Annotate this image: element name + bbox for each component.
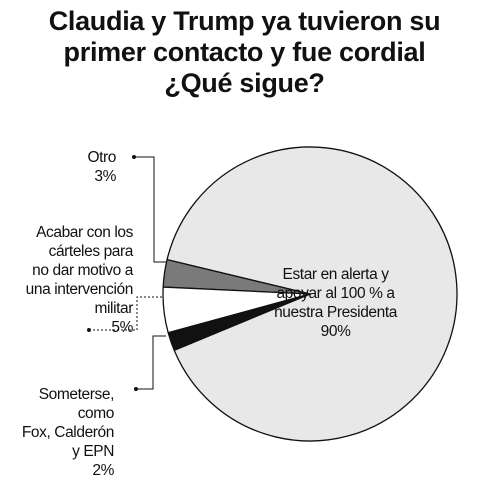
leader-otro-dot <box>132 155 136 159</box>
title-line: primer contacto y fue cordial <box>63 37 426 67</box>
pie-slice-someterse <box>167 293 311 351</box>
label-someterse-text: Someterse, como <box>38 386 115 422</box>
label-main-text: Estar en alerta y <box>282 266 389 283</box>
label-main: Estar en alerta y apoyar al 100 % a nues… <box>274 265 397 341</box>
leader-otro <box>134 156 166 263</box>
label-acabar: Acabar con los cárteles para no dar moti… <box>25 223 134 337</box>
pie-slice-main <box>166 146 458 442</box>
title-line: Claudia y Trump ya tuvieron su <box>48 6 441 36</box>
label-acabar-text: una intervención <box>25 281 134 298</box>
label-otro: Otro 3% <box>87 148 116 186</box>
title-line: ¿Qué sigue? <box>164 68 325 98</box>
label-acabar-text: cárteles para <box>48 243 134 260</box>
label-acabar-text: militar <box>94 300 133 317</box>
label-acabar-text: Acabar con los <box>36 224 133 241</box>
label-otro-value: 3% <box>94 168 116 185</box>
label-main-text: apoyar al 100 % a <box>276 285 395 302</box>
leader-someterse <box>136 335 166 390</box>
label-main-value: 90% <box>320 323 351 340</box>
label-someterse-text: y EPN <box>72 443 114 460</box>
label-otro-text: Otro <box>87 149 116 166</box>
chart-title: Claudia y Trump ya tuvieron su primer co… <box>0 6 489 99</box>
label-acabar-text: no dar motivo a <box>32 262 133 279</box>
leader-acabar-dot <box>87 328 91 332</box>
leader-someterse-dot <box>134 387 138 391</box>
label-someterse-value: 2% <box>92 462 114 479</box>
label-someterse: Someterse, como Fox, Calderón y EPN 2% <box>0 385 115 480</box>
label-main-text: nuestra Presidenta <box>274 304 397 321</box>
label-acabar-value: 5% <box>111 319 133 336</box>
label-someterse-text: Fox, Calderón <box>21 424 115 441</box>
leader-acabar <box>89 296 162 331</box>
